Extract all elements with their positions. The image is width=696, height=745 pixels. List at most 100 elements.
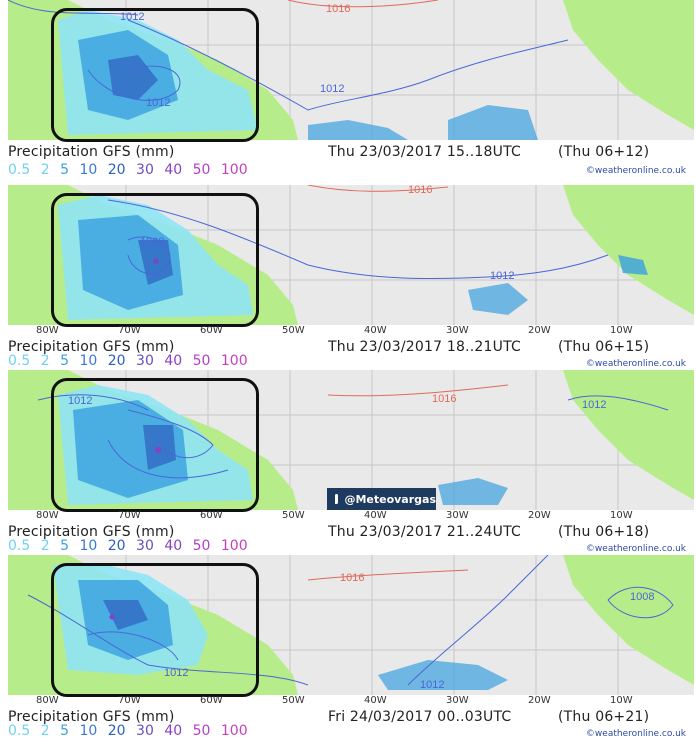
credit-text: ©weatheronline.co.uk xyxy=(585,729,686,739)
caption-row: Precipitation GFS (mm) Thu 23/03/2017 15… xyxy=(8,140,694,162)
lon-label: 40W xyxy=(364,510,387,521)
legend-value: 2 xyxy=(40,538,50,554)
lon-label: 40W xyxy=(364,695,387,706)
legend-value: 30 xyxy=(136,353,154,369)
legend-value: 5 xyxy=(60,353,70,369)
forecast-panel-3: 1012 1016 1012 80W 70W 60W 50W 40W 30W 2… xyxy=(0,370,696,555)
longitude-axis: 80W 70W 60W 50W 40W 30W 20W 10W xyxy=(8,510,694,522)
precip-map: 1012 1016 1012 xyxy=(8,370,694,510)
highlight-box xyxy=(51,563,259,697)
legend-value: 100 xyxy=(220,162,248,178)
lon-label: 80W xyxy=(36,325,59,336)
isobar-label: 1012 xyxy=(146,97,170,109)
isobar-label: 1012 xyxy=(164,667,188,679)
lon-label: 50W xyxy=(282,510,305,521)
precip-map: 1012 1012 1012 1016 xyxy=(8,0,694,140)
lon-label: 70W xyxy=(118,325,141,336)
isobar-label: 1012 xyxy=(582,399,606,411)
legend-value: 10 xyxy=(79,538,98,554)
longitude-axis: 80W 70W 60W 50W 40W 30W 20W 10W xyxy=(8,325,694,337)
isobar-label: 1008 xyxy=(630,591,654,603)
legend-value: 30 xyxy=(136,723,154,739)
legend-value: 0.5 xyxy=(8,353,31,369)
legend-value: 10 xyxy=(79,353,98,369)
legend-value: 40 xyxy=(164,353,183,369)
caption-row: Precipitation GFS (mm) Thu 23/03/2017 18… xyxy=(8,335,694,357)
legend-value: 30 xyxy=(136,162,154,178)
lon-label: 20W xyxy=(528,510,551,521)
lon-label: 70W xyxy=(118,510,141,521)
isobar-label: 1012 xyxy=(120,11,144,23)
legend-value: 2 xyxy=(40,162,50,178)
lon-label: 30W xyxy=(446,695,469,706)
legend-value: 40 xyxy=(164,162,183,178)
forecast-step: (Thu 06+21) xyxy=(558,709,650,725)
lon-label: 20W xyxy=(528,695,551,706)
caption-label: Precipitation GFS (mm) xyxy=(8,339,175,355)
twitter-handle: @Meteovargas xyxy=(344,492,436,506)
isobar-label: 1016 xyxy=(340,572,364,584)
highlight-box xyxy=(51,378,259,512)
isobar-label: 1012 xyxy=(320,83,344,95)
lon-label: 80W xyxy=(36,695,59,706)
lon-label: 30W xyxy=(446,325,469,336)
isobar-label: 1008 xyxy=(140,236,164,248)
legend-value: 5 xyxy=(60,538,70,554)
isobar-label: 1016 xyxy=(326,3,350,15)
legend-value: 0.5 xyxy=(8,723,31,739)
lon-label: 60W xyxy=(200,325,223,336)
legend-value: 0.5 xyxy=(8,538,31,554)
twitter-icon xyxy=(335,494,339,504)
lon-label: 30W xyxy=(446,510,469,521)
legend-value: 0.5 xyxy=(8,162,31,178)
caption-label: Precipitation GFS (mm) xyxy=(8,709,175,725)
precip-map: 1008 1012 1016 xyxy=(8,185,694,325)
legend-value: 50 xyxy=(192,723,211,739)
lon-label: 10W xyxy=(610,510,633,521)
legend-value: 20 xyxy=(107,538,126,554)
legend-value: 50 xyxy=(192,538,211,554)
legend-value: 5 xyxy=(60,162,70,178)
caption-label: Precipitation GFS (mm) xyxy=(8,144,175,160)
forecast-step: (Thu 06+15) xyxy=(558,339,650,355)
lon-label: 60W xyxy=(200,510,223,521)
legend-value: 2 xyxy=(40,723,50,739)
forecast-panel-1: 1012 1012 1012 1016 Precipitation GFS (m… xyxy=(0,0,696,185)
legend-value: 100 xyxy=(220,723,248,739)
legend-value: 20 xyxy=(107,162,126,178)
forecast-panel-2: 1008 1012 1016 80W 70W 60W 50W 40W 30W 2… xyxy=(0,185,696,370)
legend-value: 50 xyxy=(192,162,211,178)
legend-value: 100 xyxy=(220,353,248,369)
forecast-time: Thu 23/03/2017 21..24UTC xyxy=(328,524,521,540)
credit-text: ©weatheronline.co.uk xyxy=(585,166,686,176)
legend-value: 5 xyxy=(60,723,70,739)
credit-text: ©weatheronline.co.uk xyxy=(585,544,686,554)
isobar-label: 1016 xyxy=(408,185,432,196)
precip-legend: 0.5 2 5 10 20 30 40 50 100 xyxy=(8,353,254,375)
legend-value: 20 xyxy=(107,353,126,369)
forecast-step: (Thu 06+12) xyxy=(558,144,650,160)
isobar-label: 1016 xyxy=(432,393,456,405)
forecast-time: Thu 23/03/2017 15..18UTC xyxy=(328,144,521,160)
lon-label: 50W xyxy=(282,325,305,336)
legend-value: 50 xyxy=(192,353,211,369)
forecast-step: (Thu 06+18) xyxy=(558,524,650,540)
caption-label: Precipitation GFS (mm) xyxy=(8,524,175,540)
lon-label: 10W xyxy=(610,695,633,706)
precip-legend: 0.5 2 5 10 20 30 40 50 100 xyxy=(8,723,254,745)
isobar-label: 1012 xyxy=(420,679,444,691)
highlight-box xyxy=(51,193,259,327)
caption-row: Precipitation GFS (mm) Thu 23/03/2017 21… xyxy=(8,520,694,542)
legend-value: 10 xyxy=(79,723,98,739)
lon-label: 40W xyxy=(364,325,387,336)
legend-value: 20 xyxy=(107,723,126,739)
legend-value: 40 xyxy=(164,723,183,739)
precip-legend: 0.5 2 5 10 20 30 40 50 100 xyxy=(8,538,254,560)
highlight-box xyxy=(51,8,259,142)
twitter-badge: @Meteovargas xyxy=(327,488,436,510)
lon-label: 70W xyxy=(118,695,141,706)
credit-text: ©weatheronline.co.uk xyxy=(585,359,686,369)
lon-label: 60W xyxy=(200,695,223,706)
lon-label: 10W xyxy=(610,325,633,336)
precip-map: 1016 1008 1012 1012 xyxy=(8,555,694,695)
